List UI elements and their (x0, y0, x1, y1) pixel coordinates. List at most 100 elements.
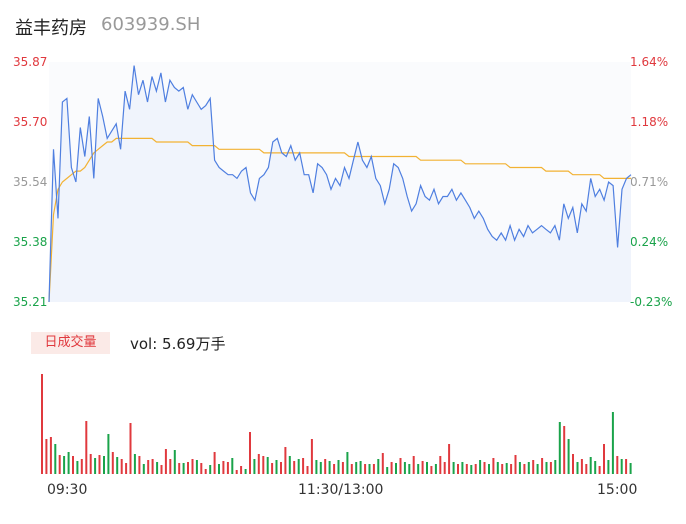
volume-bar (607, 460, 610, 474)
volume-bar (249, 432, 251, 474)
volume-bar (103, 456, 105, 474)
volume-bar (310, 439, 313, 474)
volume-bar (253, 459, 256, 474)
volume-bar (492, 458, 495, 474)
volume-bar (426, 462, 428, 474)
volume-bar (257, 454, 260, 474)
volume-bar (523, 464, 526, 474)
volume-bar (45, 439, 48, 474)
volume-bar (457, 464, 459, 474)
volume-bar (594, 461, 597, 474)
volume-bar (156, 462, 159, 474)
volume-bar (271, 463, 274, 474)
volume-bar (222, 461, 225, 474)
volume-bar (532, 460, 535, 474)
volume-bar (439, 456, 442, 474)
volume-bar (465, 464, 468, 474)
volume-bar (85, 421, 88, 474)
volume-bar (129, 423, 132, 474)
price-area-fill (49, 65, 631, 302)
volume-bar (142, 464, 145, 474)
volume-bar (452, 462, 455, 474)
volume-bar (572, 454, 574, 474)
y-label-left-4: 35.21 (13, 295, 48, 309)
volume-bar (510, 464, 513, 474)
volume-bar (164, 449, 167, 474)
volume-bar (567, 439, 570, 474)
volume-bar (41, 374, 43, 474)
volume-bar (116, 457, 119, 474)
volume-bar (412, 456, 415, 474)
volume-bar (541, 458, 544, 474)
volume-bar (49, 437, 52, 474)
volume-bar (147, 460, 150, 474)
volume-tab[interactable]: 日成交量 (31, 332, 110, 354)
volume-bar (324, 459, 327, 474)
volume-bar (368, 464, 371, 474)
volume-bar (275, 460, 278, 474)
volume-bar (620, 459, 623, 474)
volume-bar (195, 460, 198, 474)
volume-bar (151, 459, 154, 474)
volume-bar (558, 422, 561, 474)
volume-bar (346, 452, 349, 474)
volume-bar (563, 426, 566, 474)
volume-bar (67, 452, 70, 474)
volume-bar (125, 463, 128, 474)
y-label-right-4: -0.23% (630, 295, 673, 309)
volume-bar (302, 458, 305, 474)
volume-bar (204, 469, 207, 474)
volume-bar (284, 447, 287, 474)
x-label-close: 15:00 (597, 482, 638, 498)
volume-bar (315, 460, 318, 474)
volume-bar (611, 412, 614, 474)
volume-bar (191, 459, 194, 474)
volume-bar (576, 462, 579, 474)
volume-bar (218, 464, 220, 474)
volume-bar (585, 464, 588, 474)
volume-bar (527, 462, 530, 474)
volume-bar (421, 461, 424, 474)
volume-bar (395, 463, 397, 474)
x-label-open: 09:30 (47, 482, 88, 498)
stock-name: 益丰药房 (15, 18, 87, 39)
y-label-left-2: 35.54 (13, 175, 48, 189)
volume-bar (173, 450, 176, 474)
volume-bar (297, 459, 300, 474)
volume-bar (514, 455, 517, 474)
volume-bar (372, 464, 375, 474)
volume-bar (554, 460, 557, 474)
volume-bar (244, 469, 247, 474)
volume-bar (399, 458, 402, 474)
volume-bar (319, 462, 322, 474)
volume-bar (58, 455, 61, 474)
volume-bar (63, 456, 66, 474)
volume-bar (390, 462, 393, 474)
volume-bar (76, 461, 79, 474)
volume-bar (226, 462, 229, 474)
y-label-right-2: 0.71% (630, 175, 669, 189)
volume-bar (350, 464, 353, 474)
volume-bar (549, 462, 552, 474)
volume-bar (337, 460, 340, 474)
volume-bar (98, 455, 101, 474)
volume-bar (505, 463, 508, 474)
volume-bar (589, 457, 592, 474)
volume-bar (213, 452, 216, 474)
volume-bar (364, 464, 367, 474)
volume-bar (328, 461, 331, 474)
volume-bar (240, 466, 243, 474)
y-label-left-0: 35.87 (13, 55, 48, 69)
volume-bars (41, 374, 632, 474)
volume-bar (359, 461, 362, 474)
volume-bar (381, 453, 384, 474)
volume-bar (94, 458, 97, 474)
volume-bar (133, 454, 136, 474)
x-label-noon: 11:30/13:00 (298, 482, 384, 498)
volume-bar (403, 462, 406, 474)
y-label-left-3: 35.38 (13, 235, 48, 249)
volume-bar (488, 464, 490, 474)
volume-bar (200, 463, 203, 474)
volume-bar (616, 456, 619, 474)
